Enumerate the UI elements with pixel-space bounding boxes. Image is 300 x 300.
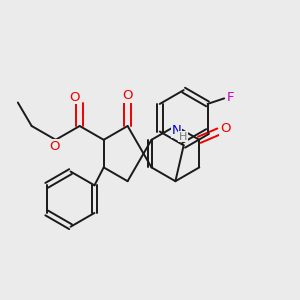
Text: F: F — [226, 91, 234, 104]
Text: O: O — [69, 91, 80, 103]
Text: O: O — [122, 89, 133, 102]
Text: O: O — [49, 140, 59, 153]
Text: H: H — [179, 131, 187, 142]
Text: O: O — [220, 122, 230, 135]
Text: N: N — [172, 124, 182, 137]
